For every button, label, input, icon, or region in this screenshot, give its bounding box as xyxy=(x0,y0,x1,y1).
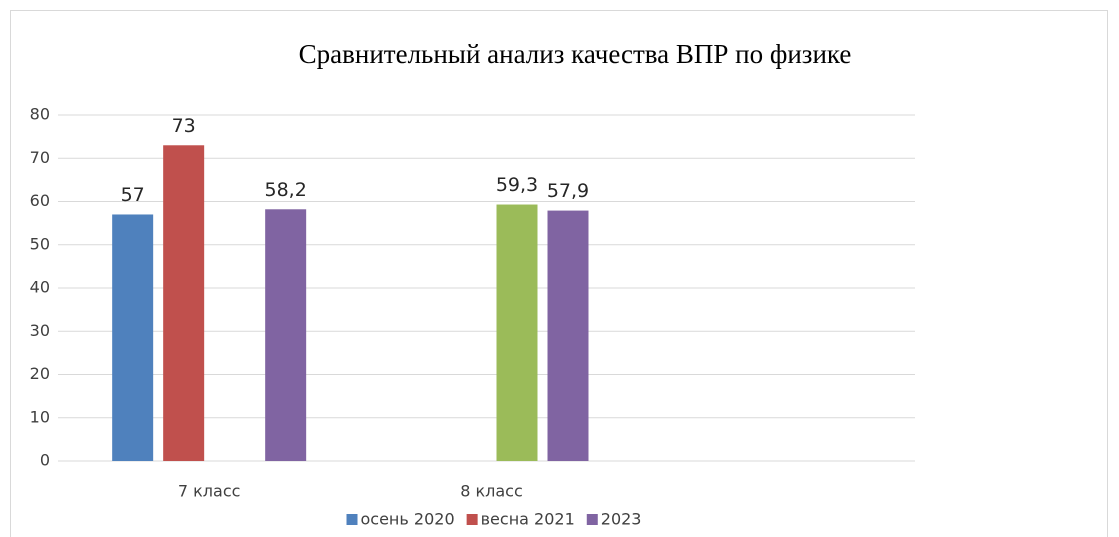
data-label: 73 xyxy=(172,115,196,137)
x-tick-label: 8 класс xyxy=(460,482,523,501)
bar xyxy=(496,204,538,461)
bar xyxy=(547,210,589,461)
y-tick-label: 70 xyxy=(30,148,50,167)
y-tick-label: 10 xyxy=(30,407,50,426)
bar xyxy=(265,209,307,461)
legend-swatch xyxy=(346,514,358,525)
chart-frame xyxy=(10,10,1108,537)
y-tick-label: 80 xyxy=(30,105,50,124)
chart-title: Сравнительный анализ качества ВПР по физ… xyxy=(299,39,852,69)
data-label: 58,2 xyxy=(265,179,307,201)
y-tick-label: 60 xyxy=(30,191,50,210)
legend-swatch xyxy=(586,514,598,525)
bar xyxy=(112,214,154,461)
y-tick-label: 50 xyxy=(30,234,50,253)
legend-label: 2023 xyxy=(601,510,642,529)
legend-label: осень 2020 xyxy=(361,510,455,529)
y-tick-label: 0 xyxy=(40,451,50,470)
y-tick-label: 40 xyxy=(30,278,50,297)
y-tick-label: 20 xyxy=(30,364,50,383)
data-label: 59,3 xyxy=(496,174,538,196)
y-tick-label: 30 xyxy=(30,321,50,340)
x-tick-label: 7 класс xyxy=(178,482,241,501)
legend-label: весна 2021 xyxy=(481,510,575,529)
legend-swatch xyxy=(466,514,478,525)
data-label: 57,9 xyxy=(547,180,589,202)
bar xyxy=(163,145,205,461)
data-label: 57 xyxy=(121,184,145,206)
